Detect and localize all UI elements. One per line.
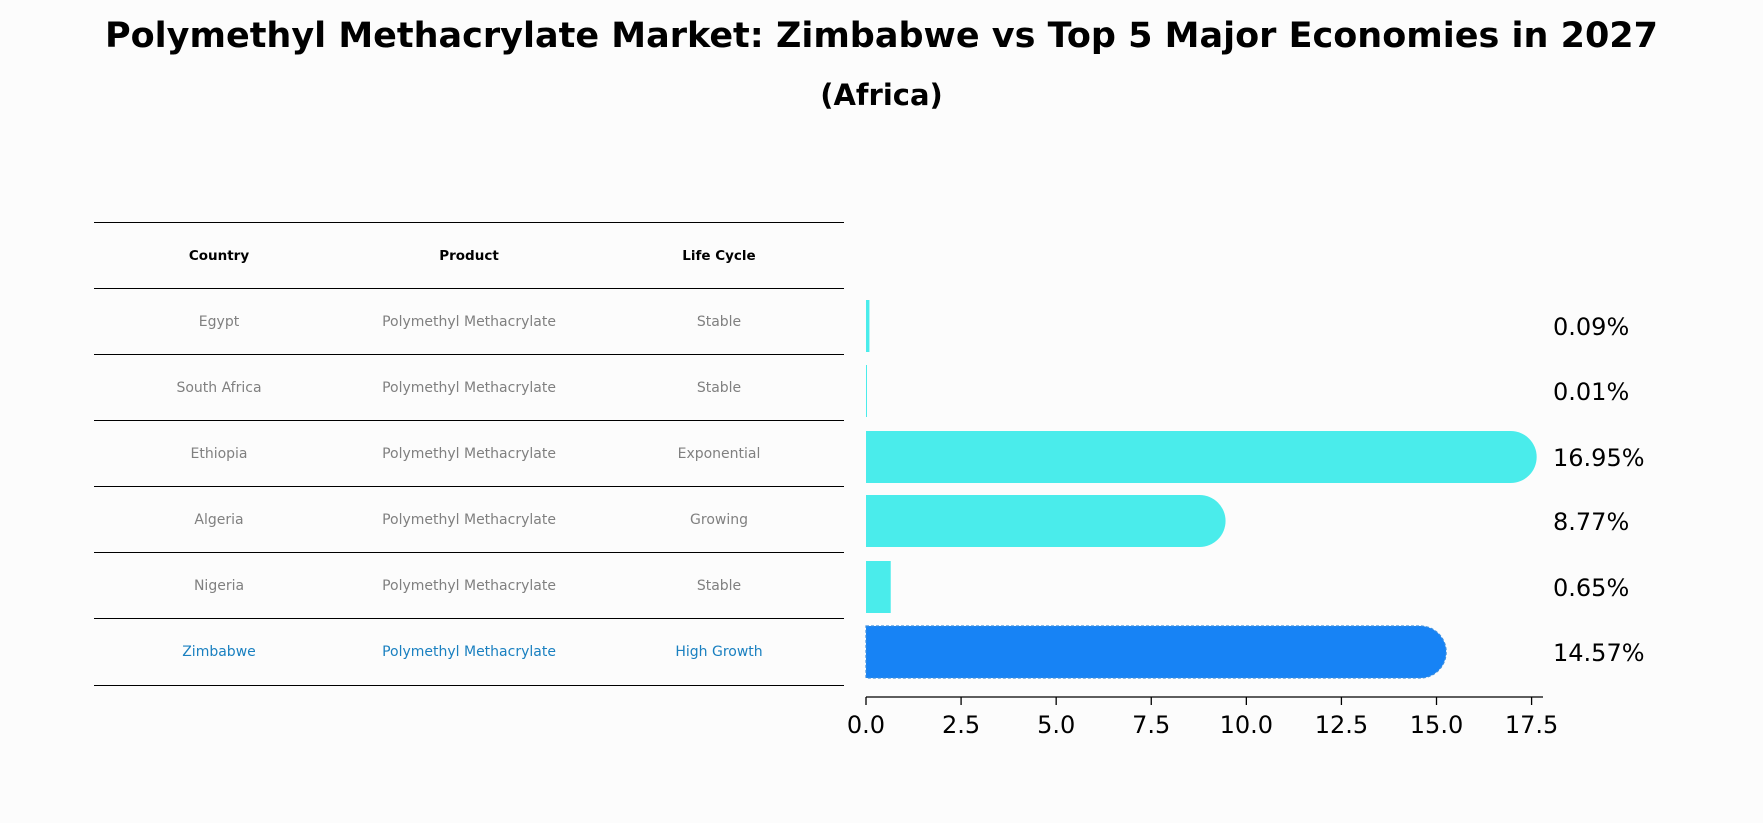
bar bbox=[866, 431, 1537, 483]
cell-country: Zimbabwe bbox=[182, 644, 256, 660]
x-tick-label: 17.5 bbox=[1505, 711, 1558, 739]
chart-title: Polymethyl Methacrylate Market: Zimbabwe… bbox=[104, 16, 1659, 56]
cell-product: Polymethyl Methacrylate bbox=[382, 445, 556, 462]
x-tick-label: 12.5 bbox=[1315, 711, 1368, 739]
data-table: Country Product Life Cycle Egypt Polymet… bbox=[94, 222, 844, 686]
bar bbox=[866, 561, 891, 613]
bar-value-label: 0.09% bbox=[1553, 313, 1629, 341]
cell-product: Polymethyl Methacrylate bbox=[382, 511, 556, 528]
cell-life-cycle: Stable bbox=[696, 577, 742, 594]
table-row: South Africa Polymethyl Methacrylate Sta… bbox=[94, 354, 844, 420]
table-row: Nigeria Polymethyl Methacrylate Stable bbox=[94, 552, 844, 618]
cell-life-cycle: High Growth bbox=[675, 644, 763, 660]
cell-product: Polymethyl Methacrylate bbox=[382, 577, 556, 594]
cell-life-cycle: Stable bbox=[696, 379, 742, 396]
header-product: Product bbox=[439, 247, 499, 264]
bar bbox=[866, 495, 1226, 547]
bar-value-label: 0.01% bbox=[1553, 378, 1629, 406]
bar-value-label: 14.57% bbox=[1553, 639, 1645, 667]
cell-country: Algeria bbox=[194, 511, 244, 528]
x-tick-label: 7.5 bbox=[1132, 711, 1170, 739]
x-tick-label: 2.5 bbox=[942, 711, 980, 739]
bar bbox=[865, 625, 1447, 679]
table-row: Ethiopia Polymethyl Methacrylate Exponen… bbox=[94, 420, 844, 486]
cell-country: Nigeria bbox=[193, 577, 245, 594]
x-tick-label: 10.0 bbox=[1220, 711, 1273, 739]
cell-product: Polymethyl Methacrylate bbox=[382, 644, 556, 660]
cell-product: Polymethyl Methacrylate bbox=[382, 379, 556, 396]
table-row: Egypt Polymethyl Methacrylate Stable bbox=[94, 288, 844, 354]
bar-value-label: 0.65% bbox=[1553, 574, 1629, 602]
bar bbox=[866, 365, 867, 417]
cell-life-cycle: Stable bbox=[696, 313, 742, 330]
bar-value-label: 8.77% bbox=[1553, 508, 1629, 536]
cell-life-cycle: Growing bbox=[690, 511, 748, 528]
x-tick-label: 15.0 bbox=[1410, 711, 1463, 739]
x-tick-label: 0.0 bbox=[847, 711, 885, 739]
header-life-cycle: Life Cycle bbox=[682, 247, 756, 264]
cell-country: Ethiopia bbox=[190, 445, 248, 462]
cell-country: Egypt bbox=[198, 313, 240, 330]
cell-life-cycle: Exponential bbox=[677, 445, 761, 462]
bar bbox=[866, 300, 870, 352]
bar-value-label: 16.95% bbox=[1553, 444, 1645, 472]
cell-product: Polymethyl Methacrylate bbox=[382, 313, 556, 330]
table-row-highlighted: Zimbabwe Polymethyl Methacrylate High Gr… bbox=[94, 618, 844, 686]
table-header-row: Country Product Life Cycle bbox=[94, 222, 844, 288]
table-row: Algeria Polymethyl Methacrylate Growing bbox=[94, 486, 844, 552]
x-tick-label: 5.0 bbox=[1037, 711, 1075, 739]
cell-country: South Africa bbox=[176, 379, 262, 396]
header-country: Country bbox=[188, 247, 250, 264]
chart-subtitle: (Africa) bbox=[820, 78, 943, 112]
